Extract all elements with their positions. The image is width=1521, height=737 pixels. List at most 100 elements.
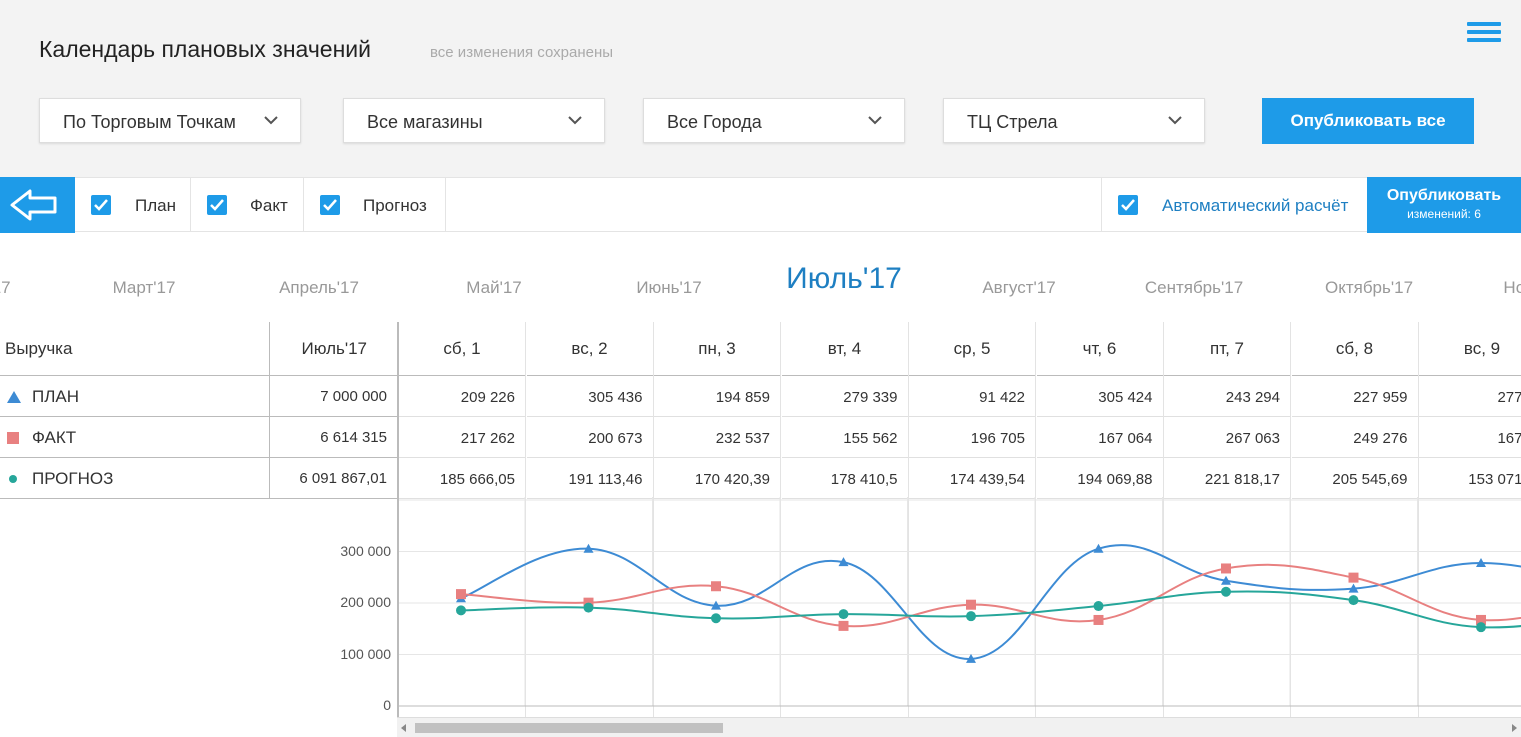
month-item[interactable]: Март'17 [112, 278, 176, 297]
toggle-forecast[interactable]: Прогноз [304, 178, 446, 231]
chevron-down-icon [568, 116, 582, 125]
data-point-circle[interactable] [1093, 601, 1104, 612]
day-value-forecast: 185 666,05 [399, 458, 525, 499]
data-point-circle[interactable] [966, 611, 976, 622]
day-value-fact: 267 063 [1164, 417, 1290, 458]
chart-canvas [399, 497, 1521, 707]
day-value-plan[interactable]: 305 436 [526, 376, 653, 417]
filter-dropdown-stores[interactable]: Все магазины [343, 98, 605, 143]
day-value-plan[interactable]: 227 959 [1291, 376, 1418, 417]
data-point-square[interactable] [838, 620, 849, 631]
month-item[interactable]: Апрель'17 [279, 278, 359, 297]
month-item[interactable]: Февраль'17 [0, 278, 11, 297]
day-column: ср, 5 91 422 196 705 174 439,54 [909, 322, 1036, 717]
month-item[interactable]: Октябрь'17 [1324, 278, 1414, 297]
day-header: сб, 1 [399, 322, 525, 376]
day-value-plan[interactable]: 91 422 [909, 376, 1035, 417]
data-point-triangle[interactable] [1348, 583, 1359, 593]
dropdown-label: По Торговым Точкам [63, 112, 236, 132]
data-point-square[interactable] [1476, 614, 1486, 625]
month-item[interactable]: Ноябрь'17 [1503, 278, 1521, 297]
day-header: вс, 2 [526, 322, 653, 376]
row-name: ФАКТ [32, 428, 77, 447]
checkbox-checked-icon [207, 195, 227, 215]
filter-dropdown-grouping[interactable]: По Торговым Точкам [39, 98, 301, 143]
scroll-right-icon[interactable] [1512, 724, 1517, 732]
data-point-circle[interactable] [1348, 595, 1359, 606]
toggle-label: Прогноз [363, 196, 427, 215]
data-point-circle[interactable] [838, 609, 849, 620]
chevron-down-icon [264, 116, 278, 125]
month-item[interactable]: Август'17 [982, 278, 1056, 297]
hamburger-icon[interactable] [1467, 22, 1501, 46]
month-item[interactable]: Май'17 [466, 278, 522, 297]
dropdown-label: ТЦ Стрела [967, 112, 1058, 132]
data-point-square[interactable] [1093, 614, 1104, 625]
data-point-square[interactable] [456, 589, 466, 600]
data-point-triangle[interactable] [583, 543, 594, 553]
scrollbar-thumb[interactable] [415, 723, 723, 733]
checkbox-checked-icon [1118, 195, 1138, 215]
day-value-forecast: 205 545,69 [1291, 458, 1418, 499]
data-point-triangle[interactable] [838, 557, 849, 567]
day-value-plan[interactable]: 305 424 [1036, 376, 1163, 417]
data-point-triangle[interactable] [1221, 575, 1231, 585]
data-point-square[interactable] [1348, 572, 1359, 583]
toggle-fact[interactable]: Факт [191, 178, 304, 231]
filter-dropdown-cities[interactable]: Все Города [643, 98, 905, 143]
data-point-square[interactable] [711, 581, 721, 592]
circle-marker-icon [9, 475, 17, 483]
data-point-circle[interactable] [711, 613, 721, 624]
publish-button[interactable]: Опубликовать изменений: 6 [1367, 177, 1521, 233]
data-point-square[interactable] [966, 599, 976, 610]
summary-header-row: Выручка Июль'17 [0, 322, 397, 376]
toggle-label: Автоматический расчёт [1162, 196, 1349, 215]
day-value-forecast: 221 818,17 [1164, 458, 1290, 499]
scroll-left-icon[interactable] [401, 724, 406, 732]
row-total[interactable]: 7 000 000 [320, 388, 387, 405]
summary-table: Выручка Июль'17 ПЛАН 7 000 000 ФАКТ 6 61… [0, 322, 397, 499]
summary-row-forecast: ПРОГНОЗ 6 091 867,01 [0, 458, 397, 499]
day-value-plan[interactable]: 194 859 [654, 376, 780, 417]
metric-label: Выручка [5, 339, 73, 358]
day-value-forecast: 153 071,9 [1419, 458, 1521, 499]
day-value-plan[interactable]: 243 294 [1164, 376, 1290, 417]
day-value-plan[interactable]: 209 226 [399, 376, 525, 417]
data-point-circle[interactable] [1221, 586, 1231, 597]
day-value-plan[interactable]: 277 7 [1419, 376, 1521, 417]
day-value-forecast: 191 113,46 [526, 458, 653, 499]
data-point-circle[interactable] [583, 602, 594, 613]
day-value-plan[interactable]: 279 339 [781, 376, 908, 417]
month-item[interactable]: Сентябрь'17 [1144, 278, 1244, 297]
data-point-triangle[interactable] [966, 653, 976, 663]
toggle-auto-calc[interactable]: Автоматический расчёт [1101, 178, 1367, 231]
toggle-plan[interactable]: План [75, 178, 191, 231]
toggle-label: План [135, 196, 176, 215]
month-item[interactable]: Июнь'17 [636, 278, 702, 297]
data-point-triangle[interactable] [1476, 557, 1486, 567]
filter-dropdown-mall[interactable]: ТЦ Стрела [943, 98, 1205, 143]
day-header: ср, 5 [909, 322, 1035, 376]
month-navigator: Февраль'17 Март'17 Апрель'17 Май'17 Июнь… [0, 232, 1521, 322]
month-item-active[interactable]: Июль'17 [786, 262, 902, 295]
data-point-circle[interactable] [1476, 622, 1486, 633]
chevron-down-icon [868, 116, 882, 125]
row-name: ПЛАН [32, 387, 79, 406]
publish-all-button[interactable]: Опубликовать все [1262, 98, 1474, 144]
horizontal-scrollbar[interactable] [397, 717, 1521, 737]
arrow-left-icon [10, 189, 57, 221]
day-value-fact: 217 262 [399, 417, 525, 458]
data-point-triangle[interactable] [1093, 543, 1104, 553]
back-button[interactable] [0, 177, 75, 233]
day-column: пн, 3 194 859 232 537 170 420,39 [654, 322, 781, 717]
data-point-triangle[interactable] [711, 600, 721, 610]
checkbox-checked-icon [320, 195, 340, 215]
data-point-square[interactable] [1221, 563, 1231, 574]
day-column: сб, 8 227 959 249 276 205 545,69 [1291, 322, 1419, 717]
checkbox-checked-icon [91, 195, 111, 215]
day-value-fact: 167 1 [1419, 417, 1521, 458]
day-value-fact: 196 705 [909, 417, 1035, 458]
data-point-circle[interactable] [456, 605, 466, 616]
